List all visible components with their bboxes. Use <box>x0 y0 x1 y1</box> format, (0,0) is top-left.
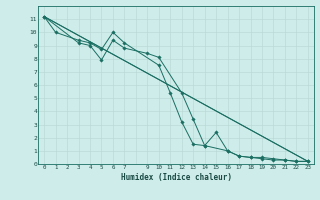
X-axis label: Humidex (Indice chaleur): Humidex (Indice chaleur) <box>121 173 231 182</box>
